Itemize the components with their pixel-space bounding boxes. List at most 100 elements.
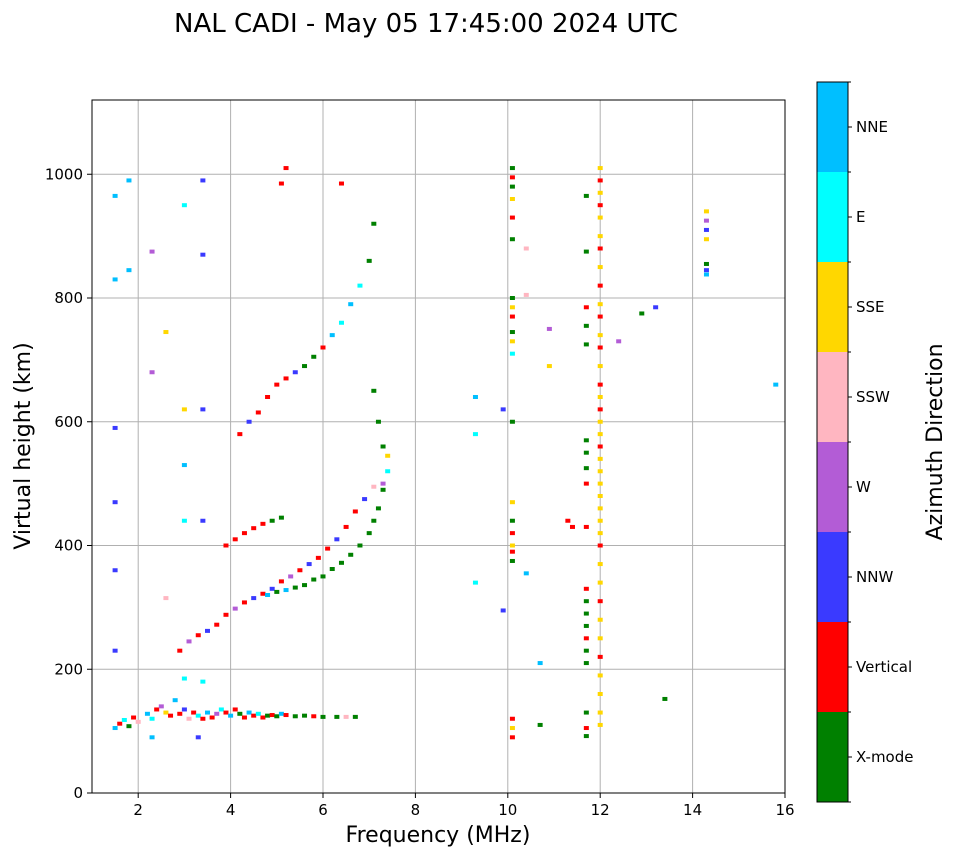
colorbar-label-sse: SSE	[856, 298, 885, 316]
data-point	[597, 722, 603, 727]
data-point	[181, 407, 187, 412]
data-point	[186, 639, 192, 644]
data-point	[523, 292, 529, 297]
data-point	[583, 450, 589, 455]
data-point	[338, 320, 344, 325]
data-point	[214, 711, 220, 716]
data-point	[311, 714, 317, 719]
colorbar-label-w: W	[856, 478, 871, 496]
data-point	[509, 518, 515, 523]
data-point	[278, 711, 284, 716]
data-point	[703, 272, 709, 277]
data-point	[288, 574, 294, 579]
data-point	[260, 591, 266, 596]
data-point	[348, 552, 354, 557]
data-point	[260, 715, 266, 720]
data-point	[500, 407, 506, 412]
data-point	[597, 432, 603, 437]
data-point	[186, 716, 192, 721]
data-point	[181, 707, 187, 712]
data-point	[172, 698, 178, 703]
data-point	[583, 648, 589, 653]
data-point	[348, 302, 354, 307]
data-point	[357, 283, 363, 288]
x-tick-label: 6	[318, 801, 328, 819]
data-point	[255, 711, 261, 716]
data-point	[597, 710, 603, 715]
data-point	[343, 714, 349, 719]
data-point	[306, 562, 312, 567]
data-point	[283, 713, 289, 718]
data-point	[131, 715, 137, 720]
data-point	[302, 583, 308, 588]
x-tick-label: 12	[591, 801, 610, 819]
data-point	[500, 608, 506, 613]
data-point	[472, 432, 478, 437]
data-point	[597, 364, 603, 369]
data-point	[597, 518, 603, 523]
data-point	[371, 484, 377, 489]
data-point	[380, 444, 386, 449]
data-point	[278, 181, 284, 186]
data-point	[334, 537, 340, 542]
colorbar-segment-sse	[817, 262, 848, 352]
data-point	[597, 617, 603, 622]
y-tick-label: 1000	[45, 165, 83, 183]
data-point	[597, 469, 603, 474]
data-point	[509, 558, 515, 563]
data-point	[135, 719, 141, 724]
data-point	[597, 531, 603, 536]
data-point	[200, 407, 206, 412]
data-point	[302, 713, 308, 718]
data-point	[265, 593, 271, 597]
colorbar-segment-vertical	[817, 622, 848, 712]
data-point	[315, 555, 321, 560]
y-tick-label: 200	[54, 660, 83, 678]
data-point	[597, 673, 603, 678]
data-point	[265, 395, 271, 399]
data-point	[251, 526, 257, 531]
data-point	[597, 407, 603, 412]
data-point	[509, 314, 515, 319]
data-point	[509, 296, 515, 300]
data-point	[509, 215, 515, 220]
data-point	[297, 568, 303, 573]
data-point	[311, 354, 317, 359]
data-point	[597, 456, 603, 461]
data-point	[311, 577, 317, 582]
data-point	[509, 716, 515, 721]
data-point	[149, 735, 155, 740]
data-point	[283, 376, 289, 381]
chart-title: NAL CADI - May 05 17:45:00 2024 UTC	[174, 9, 678, 39]
data-point	[278, 579, 284, 584]
data-point	[583, 661, 589, 666]
data-point	[200, 716, 206, 721]
data-point	[191, 710, 197, 715]
data-point	[597, 419, 603, 424]
data-point	[246, 710, 252, 715]
data-point	[509, 726, 515, 731]
data-point	[537, 661, 543, 666]
data-point	[181, 676, 187, 681]
data-point	[269, 713, 275, 718]
x-tick-label: 14	[683, 801, 702, 819]
data-point	[260, 521, 266, 526]
data-point	[569, 524, 575, 529]
data-point	[112, 726, 118, 731]
data-point	[597, 345, 603, 350]
data-point	[509, 330, 515, 335]
data-point	[325, 546, 331, 551]
data-point	[251, 596, 257, 601]
colorbar-segment-ssw	[817, 352, 848, 442]
data-point	[583, 342, 589, 347]
data-point	[565, 518, 571, 523]
data-point	[366, 258, 372, 263]
data-point	[597, 283, 603, 288]
data-point	[112, 277, 118, 282]
data-point	[703, 268, 709, 273]
data-point	[163, 596, 169, 601]
data-point	[773, 382, 779, 387]
data-point	[583, 466, 589, 471]
data-point	[241, 715, 247, 720]
data-point	[357, 543, 363, 548]
